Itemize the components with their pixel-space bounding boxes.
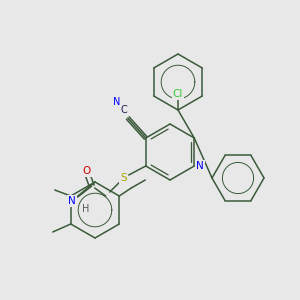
Text: S: S <box>120 173 127 183</box>
Text: H: H <box>82 204 89 214</box>
Text: N: N <box>196 161 204 171</box>
Text: N: N <box>113 97 120 107</box>
Text: N: N <box>68 196 76 206</box>
Text: Cl: Cl <box>173 89 183 99</box>
Text: C: C <box>120 105 127 115</box>
Text: O: O <box>82 166 91 176</box>
